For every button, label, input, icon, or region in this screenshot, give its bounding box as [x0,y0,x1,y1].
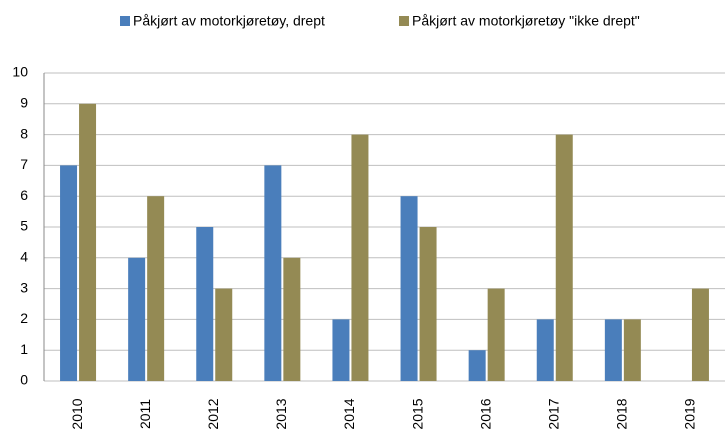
x-tick-label: 2016 [477,398,493,429]
x-tick-label: 2011 [137,399,153,429]
y-tick-label: 1 [20,341,28,357]
bar [487,288,505,381]
bar [147,196,165,381]
legend-label: Påkjørt av motorkjøretøy "ikke drept" [412,13,640,29]
bar [215,288,233,381]
bar [604,319,622,381]
legend-swatch [120,16,130,26]
bar [555,134,573,381]
x-tick-label: 2019 [682,398,698,429]
x-tick-label: 2013 [273,398,289,429]
y-tick-label: 9 [20,95,28,111]
bar [468,350,486,381]
x-tick-label: 2017 [545,398,561,429]
x-tick-label: 2014 [341,398,357,429]
x-tick-label: 2010 [69,398,85,429]
legend-swatch [399,16,409,26]
bar [400,196,418,381]
y-tick-label: 4 [20,249,28,265]
bar [283,257,301,381]
x-tick-label: 2015 [409,398,425,429]
x-tick-label: 2018 [614,398,630,429]
bar [419,227,437,381]
bar [264,165,282,381]
y-tick-label: 8 [20,125,28,141]
y-tick-label: 7 [20,156,28,172]
bar [351,134,369,381]
bar [623,319,641,381]
x-tick-label: 2012 [205,398,221,429]
y-tick-label: 6 [20,187,28,203]
legend-label: Påkjørt av motorkjøretøy, drept [133,13,325,29]
bar [691,288,709,381]
y-tick-label: 2 [20,310,28,326]
y-tick-label: 10 [12,64,28,80]
y-tick-label: 0 [20,372,28,388]
bar [332,319,350,381]
bar [196,227,214,381]
bar [128,257,146,381]
y-tick-label: 5 [20,218,28,234]
bar [536,319,554,381]
y-tick-label: 3 [20,279,28,295]
bar [79,103,97,382]
bar [60,165,78,381]
